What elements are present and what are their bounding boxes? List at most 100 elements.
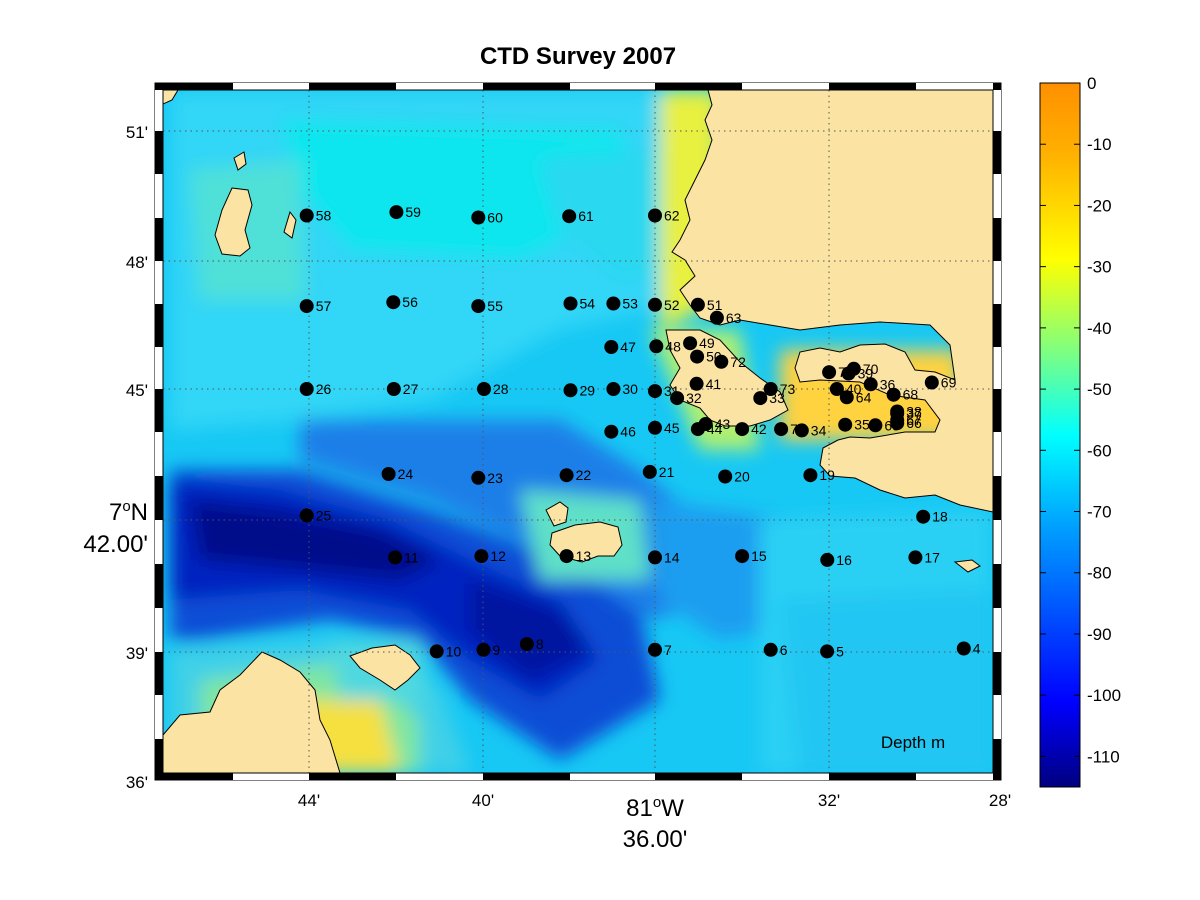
station-marker [846, 361, 861, 376]
station-label: 57 [316, 298, 332, 314]
station-label: 6 [780, 642, 788, 658]
x-axis: 44' 40' 32' 28' 81oW 36.00' [298, 791, 1011, 853]
x-tick-label: 32' [818, 791, 840, 810]
station-marker [388, 550, 403, 565]
station-marker [709, 310, 724, 325]
station-marker [389, 205, 404, 220]
frame-segment [993, 347, 1001, 389]
frame-corner [155, 83, 163, 90]
station-marker [774, 422, 789, 437]
y-tick-label: 45' [126, 381, 148, 400]
frame-segment [309, 773, 396, 780]
frame-segment [993, 174, 1001, 218]
frame-segment [309, 83, 396, 90]
station-marker [690, 422, 705, 437]
station-label: 11 [404, 549, 419, 565]
station-label: 56 [402, 294, 418, 310]
station-marker [822, 365, 837, 380]
y-tick-label: 39' [126, 644, 148, 663]
station-label: 8 [536, 636, 544, 652]
frame-corner [993, 83, 1001, 90]
frame-segment [655, 773, 742, 780]
station-marker [381, 467, 396, 481]
frame-segment [396, 83, 483, 90]
frame-segment [993, 131, 1001, 174]
station-marker [386, 382, 401, 396]
y-center-minute-label: 42.00' [83, 531, 148, 558]
x-tick-label: 40' [472, 791, 494, 810]
station-label: 7 [664, 642, 672, 658]
station-marker [714, 354, 729, 369]
colorbar-tick-label: -20 [1087, 196, 1112, 215]
station-label: 16 [836, 552, 852, 568]
frame-segment [742, 83, 829, 90]
station-label: 17 [924, 549, 940, 565]
station-label: 43 [715, 416, 731, 432]
colorbar-tick-label: 0 [1087, 74, 1096, 93]
station-marker [648, 550, 662, 565]
station-label: 30 [622, 381, 638, 397]
station-marker [606, 382, 621, 396]
station-label: 32 [686, 390, 702, 406]
y-axis: 51' 48' 45' 39' 36' 7oN 42.00' [83, 123, 148, 792]
colorbar-tick-label: -60 [1087, 441, 1112, 460]
station-marker [803, 468, 818, 483]
station-label: 47 [620, 339, 636, 355]
station-label: 28 [493, 381, 509, 397]
frame-segment [993, 520, 1001, 564]
station-marker [924, 375, 939, 390]
station-marker [735, 422, 750, 437]
station-marker [839, 390, 854, 405]
station-marker [299, 382, 314, 396]
station-label: 52 [664, 297, 680, 313]
frame-segment [829, 83, 916, 90]
station-label: 58 [316, 208, 332, 224]
colorbar-tick-label: -40 [1087, 319, 1112, 338]
x-tick-label: 44' [298, 791, 320, 810]
station-marker [606, 296, 621, 311]
station-marker [868, 418, 883, 433]
station-marker [648, 420, 662, 435]
station-label: 39 [858, 366, 874, 382]
station-label: 45 [664, 420, 680, 436]
station-marker [471, 470, 486, 485]
station-label: 68 [903, 387, 919, 403]
station-label: 64 [856, 389, 872, 405]
station-label: 15 [751, 548, 767, 564]
station-marker [477, 382, 491, 396]
frame-segment [993, 652, 1001, 695]
station-label: 22 [576, 467, 592, 483]
frame-segment [155, 432, 163, 476]
frame-corner [993, 773, 1001, 780]
station-marker [649, 339, 664, 354]
station-marker [299, 508, 314, 523]
station-marker [519, 637, 534, 652]
frame-segment [916, 83, 993, 90]
station-label: 14 [664, 549, 680, 565]
colorbar-tick-label: -50 [1087, 380, 1112, 399]
frame-segment [155, 608, 163, 652]
frame-segment [993, 608, 1001, 652]
station-marker [718, 469, 733, 484]
frame-segment [155, 739, 163, 773]
station-marker [820, 552, 835, 567]
station-marker [863, 377, 878, 392]
frame-segment [993, 389, 1001, 432]
station-label: 42 [751, 421, 767, 437]
station-marker [683, 336, 698, 351]
colorbar-tick-label: -10 [1087, 135, 1112, 154]
station-label: 20 [734, 469, 750, 485]
station-label: 51 [707, 297, 723, 313]
station-marker [476, 642, 491, 657]
station-marker [563, 383, 578, 398]
station-marker [690, 297, 705, 312]
station-label: 23 [487, 470, 503, 486]
station-marker [690, 349, 705, 364]
station-label: 62 [664, 208, 680, 224]
colorbar-tick-label: -30 [1087, 258, 1112, 277]
frame-segment [233, 83, 309, 90]
frame-segment [155, 304, 163, 347]
colorbar-tick-label: -100 [1087, 686, 1121, 705]
colorbar-tick-label: -90 [1087, 625, 1112, 644]
frame-segment [916, 773, 993, 780]
